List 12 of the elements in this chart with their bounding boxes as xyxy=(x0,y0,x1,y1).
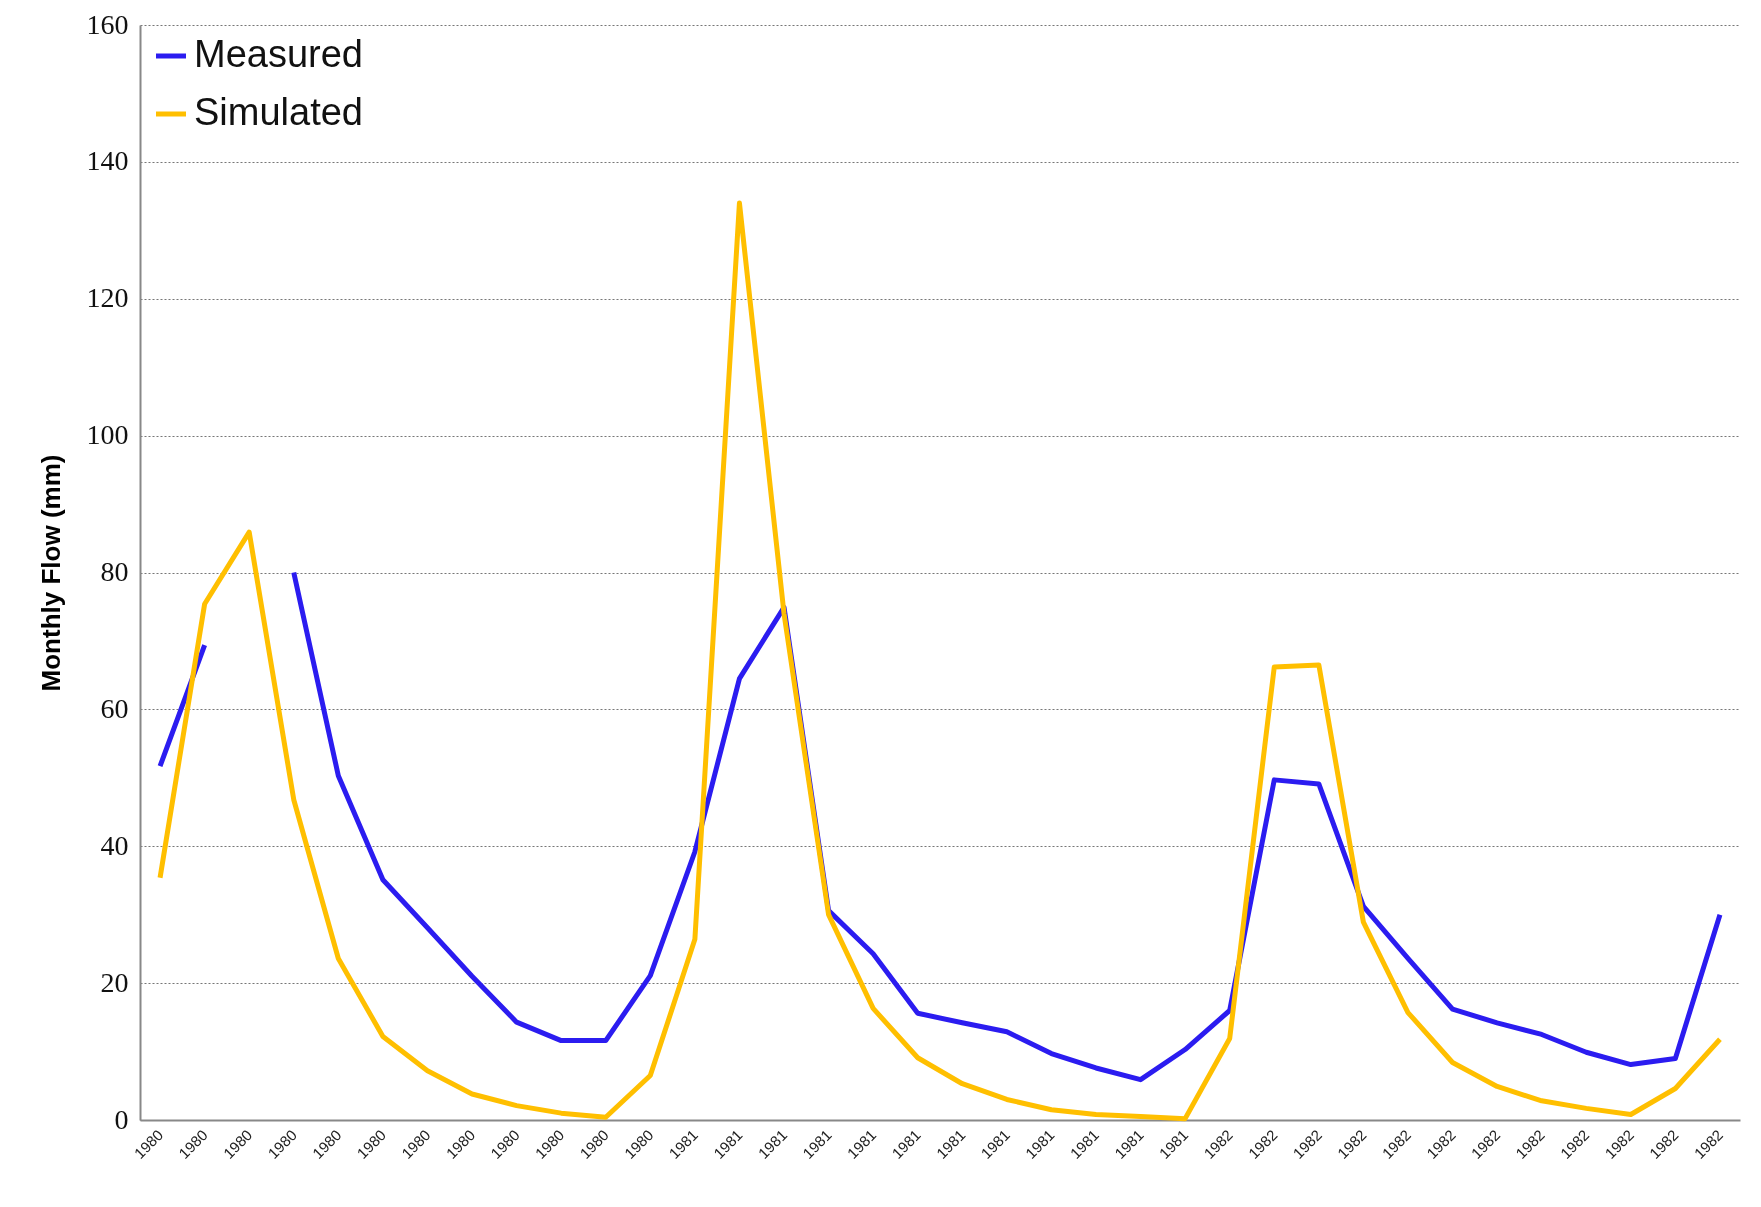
legend-label: Simulated xyxy=(194,91,363,133)
y-tick-label: 140 xyxy=(86,145,129,177)
y-tick-label: 120 xyxy=(86,282,129,314)
y-axis-title: Monthly Flow (mm) xyxy=(35,454,66,692)
y-tick-label: 160 xyxy=(86,8,129,40)
y-tick-label: 20 xyxy=(100,966,129,998)
legend-label: Measured xyxy=(194,33,363,75)
y-tick-label: 0 xyxy=(114,1103,129,1135)
y-tick-label: 40 xyxy=(100,829,129,861)
y-tick-label: 80 xyxy=(100,556,129,587)
y-tick-label: 60 xyxy=(100,692,129,724)
y-tick-label: 100 xyxy=(86,419,129,451)
